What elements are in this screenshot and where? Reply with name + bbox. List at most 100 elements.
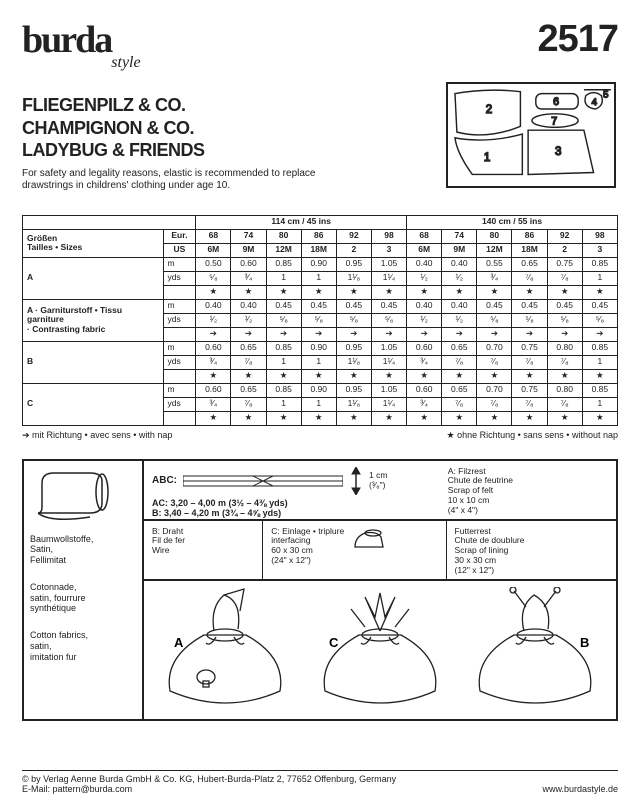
table-cell: 0.75 xyxy=(512,341,547,355)
table-cell: ⁵⁄₈ xyxy=(477,313,512,327)
table-cell: 0.85 xyxy=(266,341,301,355)
table-cell: 1¹⁄₈ xyxy=(336,271,371,285)
table-cell: 74 xyxy=(442,229,477,243)
table-cell xyxy=(163,411,196,425)
table-cell: ⁵⁄₈ xyxy=(547,313,582,327)
table-cell: 0.60 xyxy=(196,383,231,397)
table-cell: ⁷⁄₈ xyxy=(512,271,547,285)
table-cell: B xyxy=(23,341,164,383)
table-cell: 1 xyxy=(582,271,617,285)
table-cell: 12M xyxy=(266,243,301,257)
table-cell: 0.85 xyxy=(582,341,617,355)
safety-note: For safety and legality reasons, elastic… xyxy=(22,168,342,193)
iron-icon xyxy=(351,527,387,551)
table-cell: ★ xyxy=(582,369,617,383)
fabric-icon xyxy=(30,467,130,527)
table-cell: 0.65 xyxy=(442,341,477,355)
table-cell: ¹⁄₂ xyxy=(407,313,442,327)
table-cell: 1¹⁄₄ xyxy=(371,355,406,369)
table-cell: 0.95 xyxy=(336,257,371,271)
table-cell: 0.90 xyxy=(301,257,336,271)
table-cell xyxy=(163,369,196,383)
table-cell: ★ xyxy=(231,369,266,383)
table-cell: 0.60 xyxy=(196,341,231,355)
table-cell: ★ xyxy=(371,285,406,299)
table-cell: ⁷⁄₈ xyxy=(547,271,582,285)
table-cell: ➔ xyxy=(442,327,477,341)
table-cell: 0.45 xyxy=(371,299,406,313)
table-cell: ★ xyxy=(231,411,266,425)
svg-text:1: 1 xyxy=(484,152,490,164)
table-cell: Größen Tailles • Sizes xyxy=(23,229,164,257)
table-cell: 0.45 xyxy=(336,299,371,313)
table-cell: 0.45 xyxy=(477,299,512,313)
table-cell: ➔ xyxy=(512,327,547,341)
table-cell: 0.65 xyxy=(231,383,266,397)
table-cell: 9M xyxy=(442,243,477,257)
fabrics-fr: Cotonnade, satin, fourrure synthétique xyxy=(30,582,136,614)
table-cell: 1¹⁄₈ xyxy=(336,397,371,411)
table-cell: ➔ xyxy=(231,327,266,341)
table-cell: ★ xyxy=(477,285,512,299)
table-cell: US xyxy=(163,243,196,257)
table-cell: ★ xyxy=(442,369,477,383)
table-cell: ★ xyxy=(301,411,336,425)
table-cell: 0.40 xyxy=(442,299,477,313)
table-cell: 92 xyxy=(547,229,582,243)
table-cell: ⁵⁄₈ xyxy=(301,313,336,327)
table-cell: 9M xyxy=(231,243,266,257)
cape-c: C xyxy=(315,587,445,715)
table-cell: ➔ xyxy=(477,327,512,341)
table-cell: m xyxy=(163,341,196,355)
table-cell: 3 xyxy=(582,243,617,257)
table-cell: ⁷⁄₈ xyxy=(547,397,582,411)
table-cell: ★ xyxy=(196,411,231,425)
table-cell: 68 xyxy=(407,229,442,243)
table-cell: ➔ xyxy=(547,327,582,341)
table-cell: ⁵⁄₈ xyxy=(336,313,371,327)
table-cell: ⁵⁄₈ xyxy=(266,313,301,327)
table-cell: ★ xyxy=(336,369,371,383)
table-cell: ★ xyxy=(582,411,617,425)
table-cell: 0.45 xyxy=(301,299,336,313)
table-cell: ★ xyxy=(512,285,547,299)
table-cell: m xyxy=(163,383,196,397)
table-cell: ³⁄₄ xyxy=(407,355,442,369)
table-cell: m xyxy=(163,299,196,313)
brand-logo: burda xyxy=(22,18,111,62)
table-cell: ★ xyxy=(301,369,336,383)
table-cell: 86 xyxy=(301,229,336,243)
table-cell: 1¹⁄₄ xyxy=(371,397,406,411)
table-cell: 18M xyxy=(512,243,547,257)
table-cell: ★ xyxy=(407,411,442,425)
table-cell xyxy=(163,285,196,299)
table-cell: ➔ xyxy=(336,327,371,341)
table-cell: ★ xyxy=(512,369,547,383)
table-cell: 80 xyxy=(266,229,301,243)
table-cell: 1 xyxy=(266,355,301,369)
materials-box: Baumwollstoffe, Satin, Fellimitat Cotonn… xyxy=(22,459,618,721)
table-cell: ⁷⁄₈ xyxy=(477,397,512,411)
table-cell: 2 xyxy=(336,243,371,257)
table-cell: ¹⁄₂ xyxy=(196,313,231,327)
table-cell: 0.85 xyxy=(582,383,617,397)
table-cell: ⁵⁄₈ xyxy=(582,313,617,327)
table-cell: ⁷⁄₈ xyxy=(442,397,477,411)
table-cell: ★ xyxy=(407,369,442,383)
table-cell: ³⁄₄ xyxy=(196,397,231,411)
table-cell: yds xyxy=(163,355,196,369)
table-cell: ★ xyxy=(407,285,442,299)
table-cell: 6M xyxy=(407,243,442,257)
table-cell: 0.60 xyxy=(407,383,442,397)
abc-label: ABC: xyxy=(152,475,177,486)
table-cell: ★ xyxy=(512,411,547,425)
table-cell: 0.70 xyxy=(477,341,512,355)
table-cell: ★ xyxy=(336,411,371,425)
table-cell: ★ xyxy=(582,285,617,299)
table-cell: 0.45 xyxy=(512,299,547,313)
table-cell: 0.95 xyxy=(336,383,371,397)
header: burda 2517 style xyxy=(22,18,618,72)
table-cell: ⁷⁄₈ xyxy=(231,355,266,369)
table-cell: ★ xyxy=(266,285,301,299)
table-cell: 1.05 xyxy=(371,257,406,271)
